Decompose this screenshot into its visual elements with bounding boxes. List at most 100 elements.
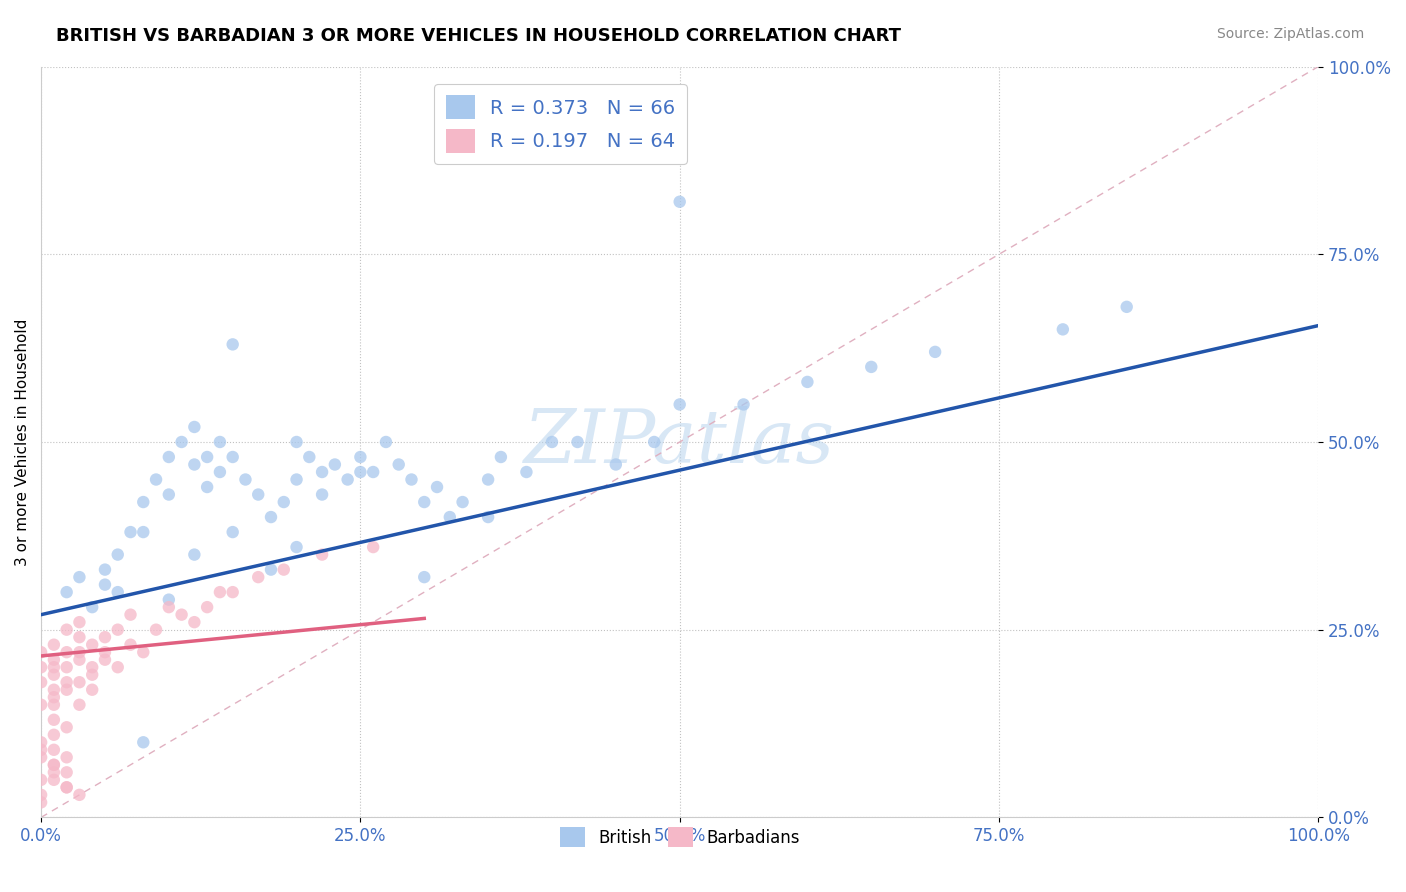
Point [208,434,231,449]
Point [132,524,155,539]
Point [55,585,77,599]
Point [413,570,436,584]
Point [94,563,117,577]
Point [55,645,77,659]
Point [30,660,52,674]
Point [30,645,52,659]
Point [860,359,883,374]
Point [221,524,243,539]
Point [311,465,333,479]
Point [489,450,512,464]
Point [349,465,371,479]
Point [67,570,90,584]
Point [477,510,499,524]
Point [668,194,690,209]
Point [55,623,77,637]
Point [55,780,77,795]
Point [67,615,90,629]
Point [183,420,205,434]
Point [67,788,90,802]
Point [208,465,231,479]
Point [42,690,65,705]
Point [195,480,218,494]
Point [541,434,564,449]
Point [107,660,129,674]
Point [924,344,946,359]
Point [42,660,65,674]
Point [221,337,243,351]
Point [30,788,52,802]
Point [349,450,371,464]
Point [55,675,77,690]
Point [42,638,65,652]
Point [30,675,52,690]
Point [120,524,142,539]
Point [82,667,104,681]
Point [361,465,384,479]
Point [55,765,77,780]
Point [1052,322,1074,336]
Point [247,570,270,584]
Point [273,495,295,509]
Point [55,750,77,764]
Legend: British, Barbadians: British, Barbadians [553,821,807,854]
Point [796,375,818,389]
Point [42,713,65,727]
Point [82,660,104,674]
Point [145,623,167,637]
Point [208,585,231,599]
Point [42,757,65,772]
Text: Source: ZipAtlas.com: Source: ZipAtlas.com [1216,27,1364,41]
Point [323,458,346,472]
Point [30,795,52,809]
Point [94,630,117,644]
Point [311,487,333,501]
Text: BRITISH VS BARBADIAN 3 OR MORE VEHICLES IN HOUSEHOLD CORRELATION CHART: BRITISH VS BARBADIAN 3 OR MORE VEHICLES … [56,27,901,45]
Point [668,397,690,411]
Point [361,540,384,554]
Point [157,487,180,501]
Point [157,450,180,464]
Point [132,495,155,509]
Point [55,720,77,734]
Point [273,563,295,577]
Point [285,434,308,449]
Point [374,434,396,449]
Point [120,607,142,622]
Point [235,473,257,487]
Point [451,495,474,509]
Point [170,434,193,449]
Point [733,397,755,411]
Point [260,510,283,524]
Point [157,592,180,607]
Point [30,698,52,712]
Point [107,623,129,637]
Point [285,473,308,487]
Point [42,757,65,772]
Point [183,458,205,472]
Point [30,750,52,764]
Point [401,473,423,487]
Point [221,585,243,599]
Point [42,743,65,757]
Point [67,630,90,644]
Point [145,473,167,487]
Point [82,682,104,697]
Point [388,458,411,472]
Point [30,743,52,757]
Point [55,682,77,697]
Point [94,653,117,667]
Point [298,450,321,464]
Point [42,682,65,697]
Point [42,765,65,780]
Point [221,450,243,464]
Point [157,600,180,615]
Point [55,660,77,674]
Point [82,638,104,652]
Point [170,607,193,622]
Point [55,780,77,795]
Point [183,548,205,562]
Point [120,638,142,652]
Point [643,434,665,449]
Point [336,473,359,487]
